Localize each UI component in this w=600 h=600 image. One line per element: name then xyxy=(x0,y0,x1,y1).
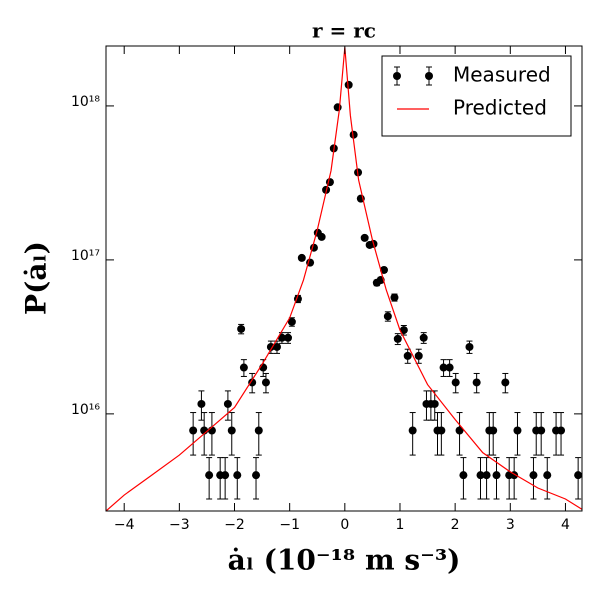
data-point xyxy=(489,426,498,435)
data-point xyxy=(197,399,206,408)
x-tick-label: 3 xyxy=(506,517,515,533)
data-point xyxy=(349,130,358,139)
x-tick-label: −1 xyxy=(279,517,300,533)
data-point xyxy=(252,471,261,480)
data-point xyxy=(476,471,485,480)
data-point xyxy=(557,426,566,435)
data-point xyxy=(492,471,501,480)
legend-box xyxy=(381,55,572,137)
data-point xyxy=(529,471,538,480)
data-point xyxy=(437,426,446,435)
data-point xyxy=(297,253,306,262)
data-point xyxy=(287,317,296,326)
y-tick-label: 10¹⁶ xyxy=(71,402,100,418)
data-point xyxy=(439,363,448,372)
data-point xyxy=(574,471,582,480)
data-point xyxy=(537,426,546,435)
data-point xyxy=(233,471,242,480)
x-tick-label: −3 xyxy=(169,517,190,533)
data-point xyxy=(333,103,342,112)
data-point xyxy=(227,426,236,435)
data-point xyxy=(189,426,198,435)
x-tick-label: 4 xyxy=(561,517,570,533)
data-point xyxy=(445,363,454,372)
data-point xyxy=(261,378,270,387)
data-point xyxy=(513,426,522,435)
data-point xyxy=(277,333,286,342)
data-point xyxy=(414,351,423,360)
y-axis-label: P(ȧₗ) xyxy=(20,241,53,315)
legend-marker xyxy=(393,72,401,80)
plot-frame xyxy=(105,45,583,512)
x-tick-label: −2 xyxy=(224,517,245,533)
data-point xyxy=(360,233,369,242)
legend-label: Measured xyxy=(453,63,551,87)
data-point xyxy=(272,342,281,351)
data-point xyxy=(472,378,481,387)
legend-label: Predicted xyxy=(453,96,547,120)
data-point xyxy=(451,378,460,387)
data-point xyxy=(501,378,510,387)
data-point xyxy=(482,471,491,480)
data-point xyxy=(399,326,408,335)
data-point xyxy=(403,351,412,360)
y-tick-label: 10¹⁸ xyxy=(71,94,100,110)
chart-title: r = rc xyxy=(312,19,376,43)
data-point xyxy=(543,471,552,480)
x-axis-label: ȧₗ (10⁻¹⁸ m s⁻³) xyxy=(228,544,461,577)
data-point xyxy=(223,399,232,408)
data-point xyxy=(239,363,248,372)
data-point xyxy=(205,471,214,480)
x-tick-label: −4 xyxy=(114,517,135,533)
data-point xyxy=(379,265,388,274)
data-point xyxy=(248,378,257,387)
data-point xyxy=(459,471,468,480)
data-point xyxy=(455,426,464,435)
data-point xyxy=(465,342,474,351)
data-point xyxy=(284,333,293,342)
x-tick-label: 1 xyxy=(396,517,405,533)
data-point xyxy=(419,333,428,342)
x-tick-label: 0 xyxy=(340,517,349,533)
legend: Measured Predicted xyxy=(381,55,572,137)
legend-marker xyxy=(425,72,433,80)
data-point xyxy=(344,80,353,89)
data-point xyxy=(317,232,326,241)
y-tick-label: 10¹⁷ xyxy=(71,248,100,264)
x-tick-label: 2 xyxy=(451,517,460,533)
data-point xyxy=(383,312,392,321)
data-point xyxy=(408,426,417,435)
data-point xyxy=(430,399,439,408)
data-point xyxy=(221,471,230,480)
data-point xyxy=(254,426,263,435)
plot-area xyxy=(106,47,582,511)
data-point xyxy=(390,293,399,302)
data-point xyxy=(393,334,402,343)
data-point xyxy=(237,324,246,333)
